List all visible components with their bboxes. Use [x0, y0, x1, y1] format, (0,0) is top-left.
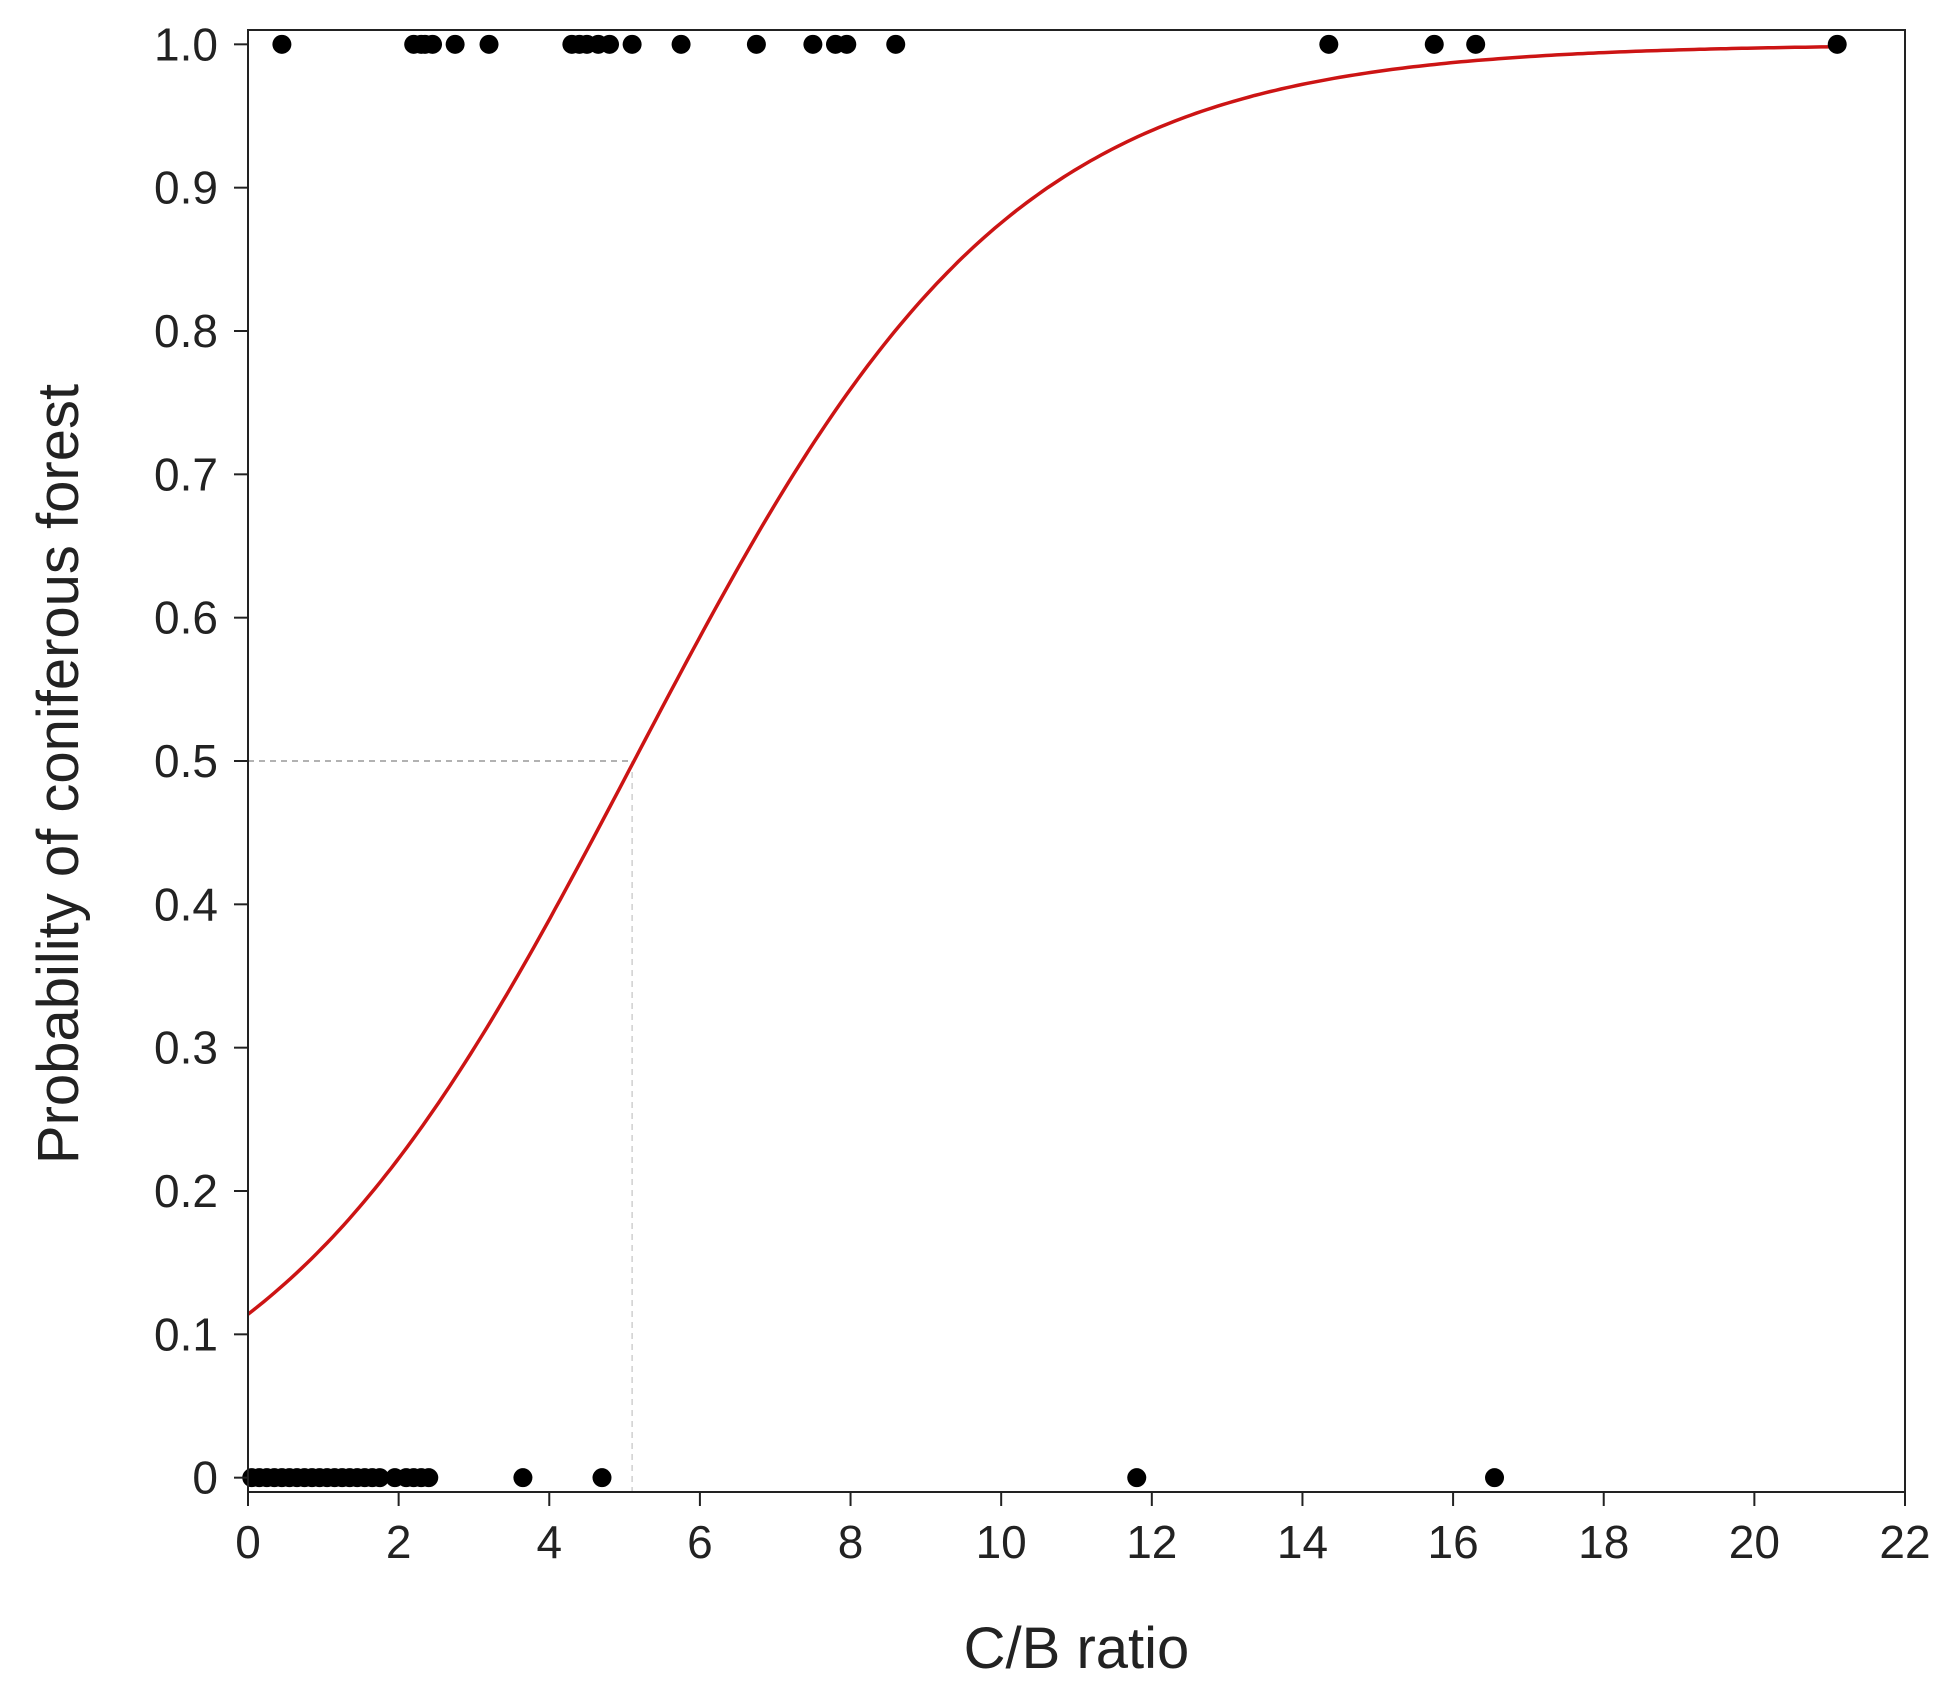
- data-point-y1: [479, 34, 499, 54]
- x-tick-label: 8: [838, 1516, 864, 1568]
- x-tick-label: 2: [386, 1516, 412, 1568]
- x-tick-label: 12: [1126, 1516, 1177, 1568]
- data-point-y0: [1485, 1468, 1505, 1488]
- data-point-y0: [513, 1468, 533, 1488]
- y-tick-label: 0.9: [154, 162, 218, 214]
- data-point-y1: [445, 34, 465, 54]
- data-point-y1: [886, 34, 906, 54]
- y-tick-label: 0.6: [154, 592, 218, 644]
- data-point-y1: [1319, 34, 1339, 54]
- y-tick-label: 1.0: [154, 18, 218, 70]
- y-tick-label: 0.8: [154, 305, 218, 357]
- x-tick-label: 0: [235, 1516, 261, 1568]
- data-point-y0: [1127, 1468, 1147, 1488]
- data-point-y0: [370, 1468, 390, 1488]
- reference-lines: [248, 760, 633, 1492]
- data-point-y1: [1466, 34, 1486, 54]
- data-points-layer: [242, 34, 1847, 1488]
- y-tick-label: 0: [192, 1452, 218, 1504]
- data-point-y1: [622, 34, 642, 54]
- data-point-y1: [423, 34, 443, 54]
- data-point-y1: [837, 34, 857, 54]
- data-point-y1: [272, 34, 292, 54]
- x-tick-label: 4: [536, 1516, 562, 1568]
- y-tick-label: 0.2: [154, 1165, 218, 1217]
- x-axis: 0 2 4 6 8 10 12 14 16 18 20 22: [235, 1492, 1931, 1568]
- data-point-y1: [600, 34, 620, 54]
- x-axis-title: C/B ratio: [964, 1616, 1190, 1681]
- x-tick-label: 18: [1578, 1516, 1629, 1568]
- y-tick-label: 0.4: [154, 878, 218, 930]
- data-point-y1: [746, 34, 766, 54]
- x-tick-label: 22: [1879, 1516, 1930, 1568]
- y-axis-title: Probability of coniferous forest: [26, 384, 91, 1164]
- fitted-curve: [246, 44, 1838, 1316]
- data-point-y0: [592, 1468, 612, 1488]
- x-tick-label: 20: [1729, 1516, 1780, 1568]
- x-tick-label: 6: [687, 1516, 713, 1568]
- data-point-y1: [1424, 34, 1444, 54]
- data-point-y1: [1827, 34, 1847, 54]
- data-point-y0: [419, 1468, 439, 1488]
- data-point-y1: [803, 34, 823, 54]
- y-tick-label: 0.1: [154, 1308, 218, 1360]
- x-tick-label: 16: [1428, 1516, 1479, 1568]
- x-tick-label: 10: [976, 1516, 1027, 1568]
- y-tick-label: 0.3: [154, 1022, 218, 1074]
- y-tick-label: 0.7: [154, 448, 218, 500]
- plot-frame: [247, 29, 1906, 1493]
- y-axis: 0 0.1 0.2 0.3 0.4 0.5 0.6 0.7 0.8 0.9 1.0: [154, 18, 248, 1504]
- fitted-curve-layer: [246, 44, 1838, 1316]
- x-tick-label: 14: [1277, 1516, 1328, 1568]
- y-tick-label: 0.5: [154, 735, 218, 787]
- data-point-y1: [671, 34, 691, 54]
